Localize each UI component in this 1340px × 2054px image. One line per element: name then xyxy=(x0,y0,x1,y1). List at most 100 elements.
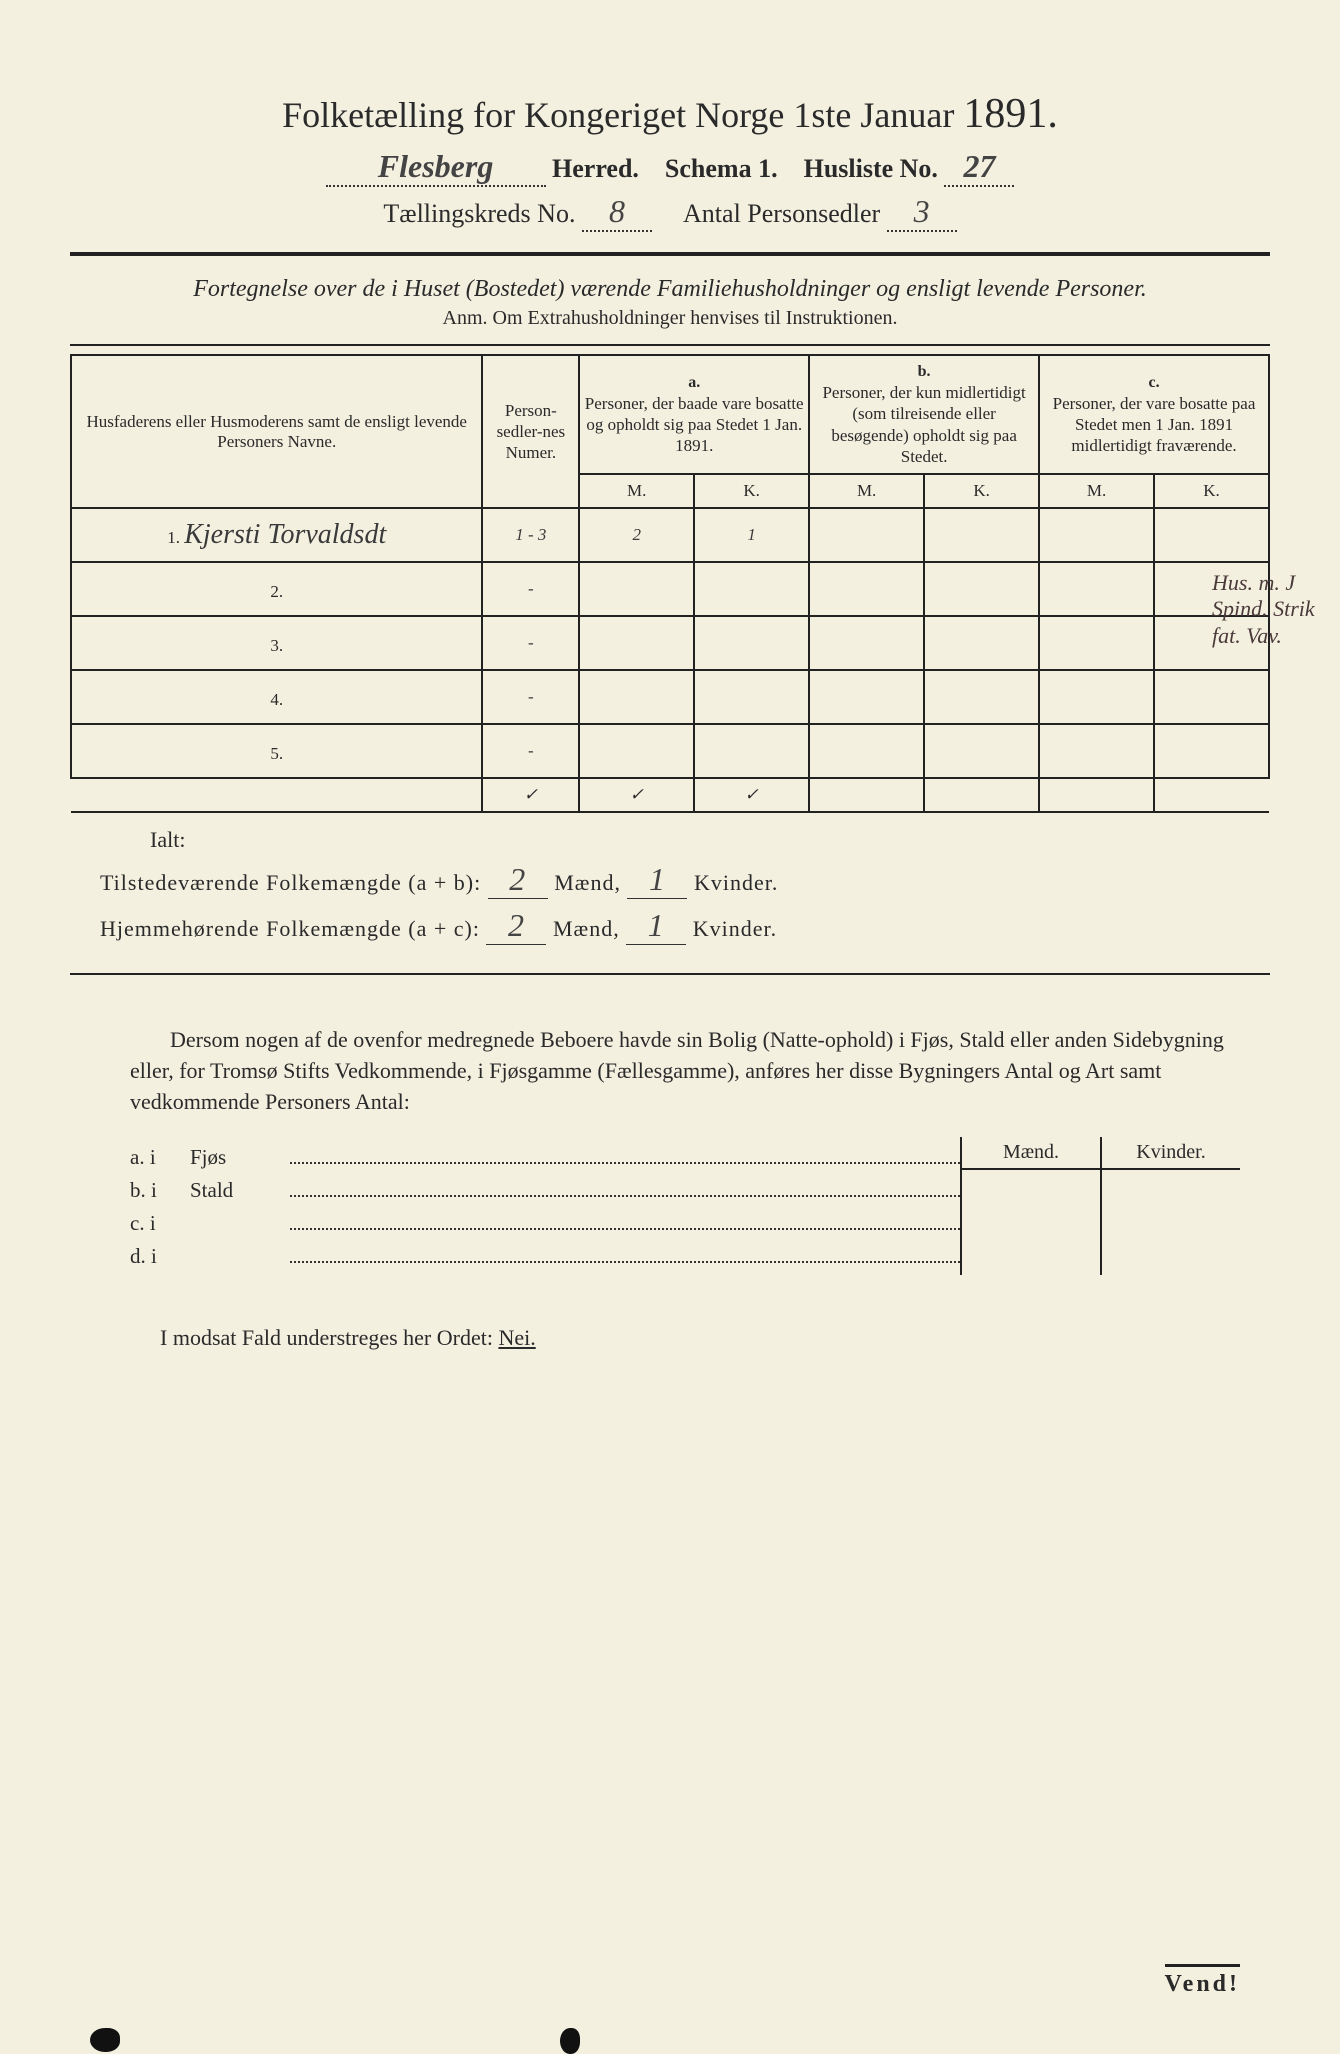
herred-value: Flesberg xyxy=(326,148,546,187)
row-bk-cell xyxy=(924,670,1039,724)
dotted-line xyxy=(290,1242,960,1263)
row-am-cell: 2 xyxy=(579,508,694,562)
row-ak-cell xyxy=(694,616,809,670)
divider xyxy=(70,252,1270,256)
row-am-cell xyxy=(579,670,694,724)
row-name-cell: 4. xyxy=(71,670,482,724)
row-ck-cell xyxy=(1154,670,1269,724)
row-bm-cell xyxy=(809,616,924,670)
outbuilding-row: a. iFjøs xyxy=(130,1143,960,1170)
outbuilding-women-col: Kvinder. xyxy=(1100,1137,1240,1275)
row-bk-cell xyxy=(924,616,1039,670)
table-row: 3. - xyxy=(71,616,1269,670)
row-ak-cell xyxy=(694,724,809,778)
col-b-k: K. xyxy=(924,474,1039,508)
row-nr-cell: - xyxy=(482,562,579,616)
census-title: Folketælling for Kongeriget Norge 1ste J… xyxy=(70,90,1270,138)
row-ak-cell xyxy=(694,670,809,724)
summary-resident: Hjemmehørende Folkemængde (a + c): 2 Mæn… xyxy=(100,907,1270,945)
row-name-cell: 3. xyxy=(71,616,482,670)
husliste-label: Husliste No. xyxy=(804,154,938,183)
row-cm-cell xyxy=(1039,724,1154,778)
antal-ps-label: Antal Personsedler xyxy=(683,199,880,228)
row-ak-cell: 1 xyxy=(694,508,809,562)
row-bk-cell xyxy=(924,724,1039,778)
schema-label: Schema 1. xyxy=(665,154,778,183)
divider-thin xyxy=(70,344,1270,346)
row-name-cell: 5. xyxy=(71,724,482,778)
table-row: 5. - xyxy=(71,724,1269,778)
kreds-value: 8 xyxy=(582,193,652,232)
col-c-m: M. xyxy=(1039,474,1154,508)
table-row: 1. Kjersti Torvaldsdt1 - 321 xyxy=(71,508,1269,562)
nei-line: I modsat Fald understreges her Ordet: Ne… xyxy=(160,1325,1270,1351)
col-c-header: c. Personer, der vare bosatte paa Stedet… xyxy=(1039,355,1269,474)
row-ck-cell xyxy=(1154,508,1269,562)
dotted-line xyxy=(290,1143,960,1164)
resident-men: 2 xyxy=(486,907,546,945)
kreds-label: Tællingskreds No. xyxy=(383,199,575,228)
table-row: 2. - xyxy=(71,562,1269,616)
herred-label: Herred. xyxy=(552,154,639,183)
present-men: 2 xyxy=(488,861,548,899)
margin-handwritten-note: Hus. m. JSpind. Strikfat. Vav. xyxy=(1212,570,1332,649)
row-nr-cell: 1 - 3 xyxy=(482,508,579,562)
row-bk-cell xyxy=(924,562,1039,616)
row-ak-cell xyxy=(694,562,809,616)
col-nr-header: Person-sedler-nes Numer. xyxy=(482,355,579,508)
col-a-header: a. Personer, der baade vare bosatte og o… xyxy=(579,355,809,474)
nei-word: Nei. xyxy=(498,1325,535,1350)
row-ck-cell xyxy=(1154,724,1269,778)
row-cm-cell xyxy=(1039,616,1154,670)
row-am-cell xyxy=(579,616,694,670)
col-names-header: Husfaderens eller Husmoderens samt de en… xyxy=(71,355,482,508)
outbuilding-row-label: a. i xyxy=(130,1145,190,1170)
row-bk-cell xyxy=(924,508,1039,562)
antal-ps-value: 3 xyxy=(887,193,957,232)
household-table: Husfaderens eller Husmoderens samt de en… xyxy=(70,354,1270,813)
ialt-label: Ialt: xyxy=(150,827,1270,853)
outbuilding-row: d. i xyxy=(130,1242,960,1269)
row-bm-cell xyxy=(809,670,924,724)
row-nr-cell: - xyxy=(482,670,579,724)
col-b-header: b. Personer, der kun midlertidigt (som t… xyxy=(809,355,1039,474)
outbuilding-row-type: Stald xyxy=(190,1178,290,1203)
header-line-3: Tællingskreds No. 8 Antal Personsedler 3 xyxy=(70,193,1270,232)
resident-women: 1 xyxy=(626,907,686,945)
row-nr-cell: - xyxy=(482,724,579,778)
row-bm-cell xyxy=(809,508,924,562)
row-cm-cell xyxy=(1039,508,1154,562)
header-line-2: Flesberg Herred. Schema 1. Husliste No. … xyxy=(70,148,1270,187)
row-cm-cell xyxy=(1039,562,1154,616)
row-bm-cell xyxy=(809,562,924,616)
summary-present: Tilstedeværende Folkemængde (a + b): 2 M… xyxy=(100,861,1270,899)
row-am-cell xyxy=(579,724,694,778)
col-a-k: K. xyxy=(694,474,809,508)
col-a-m: M. xyxy=(579,474,694,508)
row-bm-cell xyxy=(809,724,924,778)
title-text: Folketælling for Kongeriget Norge 1ste J… xyxy=(282,95,954,135)
dotted-line xyxy=(290,1176,960,1197)
form-subtitle: Fortegnelse over de i Huset (Bostedet) v… xyxy=(70,276,1270,303)
col-b-m: M. xyxy=(809,474,924,508)
table-row: 4. - xyxy=(71,670,1269,724)
husliste-value: 27 xyxy=(944,148,1014,187)
title-year: 1891. xyxy=(963,91,1058,137)
outbuilding-row: b. iStald xyxy=(130,1176,960,1203)
outbuilding-paragraph: Dersom nogen af de ovenfor medregnede Be… xyxy=(130,1025,1240,1117)
col-c-k: K. xyxy=(1154,474,1269,508)
row-name-cell: 1. Kjersti Torvaldsdt xyxy=(71,508,482,562)
row-cm-cell xyxy=(1039,670,1154,724)
form-annotation: Anm. Om Extrahusholdninger henvises til … xyxy=(70,307,1270,330)
vend-label: Vend! xyxy=(1165,1964,1240,1998)
dotted-line xyxy=(290,1209,960,1230)
outbuilding-row-label: d. i xyxy=(130,1244,190,1269)
row-name-cell: 2. xyxy=(71,562,482,616)
outbuilding-row-label: b. i xyxy=(130,1178,190,1203)
divider-thin-2 xyxy=(70,973,1270,975)
outbuilding-row: c. i xyxy=(130,1209,960,1236)
outbuilding-row-type: Fjøs xyxy=(190,1145,290,1170)
present-women: 1 xyxy=(627,861,687,899)
outbuilding-men-col: Mænd. xyxy=(962,1137,1100,1275)
outbuilding-row-label: c. i xyxy=(130,1211,190,1236)
